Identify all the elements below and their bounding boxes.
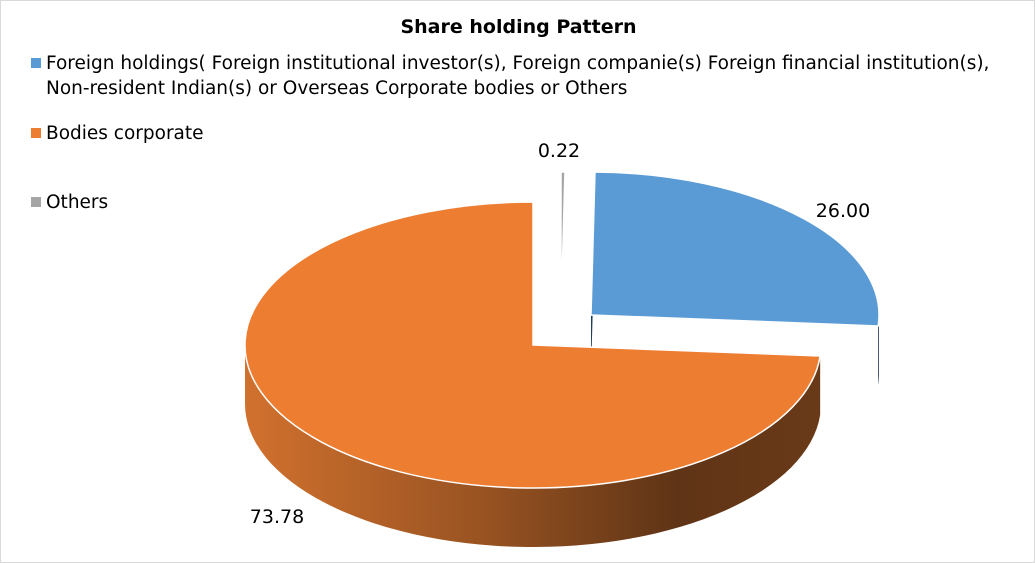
data-label: 0.22 [538, 140, 580, 162]
legend-item-bodies-corporate: Bodies corporate [31, 121, 991, 146]
pie-slice [590, 171, 880, 327]
legend-label: Others [46, 192, 109, 213]
legend-swatch [31, 197, 41, 207]
pie-slices [244, 171, 880, 548]
legend-item-others: Others [31, 190, 991, 215]
data-label: 26.00 [816, 200, 870, 222]
legend-label: Bodies corporate [46, 123, 204, 144]
pie-slice [244, 201, 822, 489]
legend-swatch [31, 128, 41, 138]
chart-title: Share holding Pattern [400, 16, 637, 38]
pie-slice [560, 171, 566, 316]
legend-item-foreign-holdings: Foreign holdings( Foreign institutional … [31, 51, 991, 101]
pie-slice-side [878, 315, 879, 385]
legend-swatch [31, 58, 41, 68]
legend-label: Foreign holdings( Foreign institutional … [46, 53, 990, 99]
pie-slice-side [244, 345, 821, 548]
data-label: 73.78 [250, 506, 304, 528]
